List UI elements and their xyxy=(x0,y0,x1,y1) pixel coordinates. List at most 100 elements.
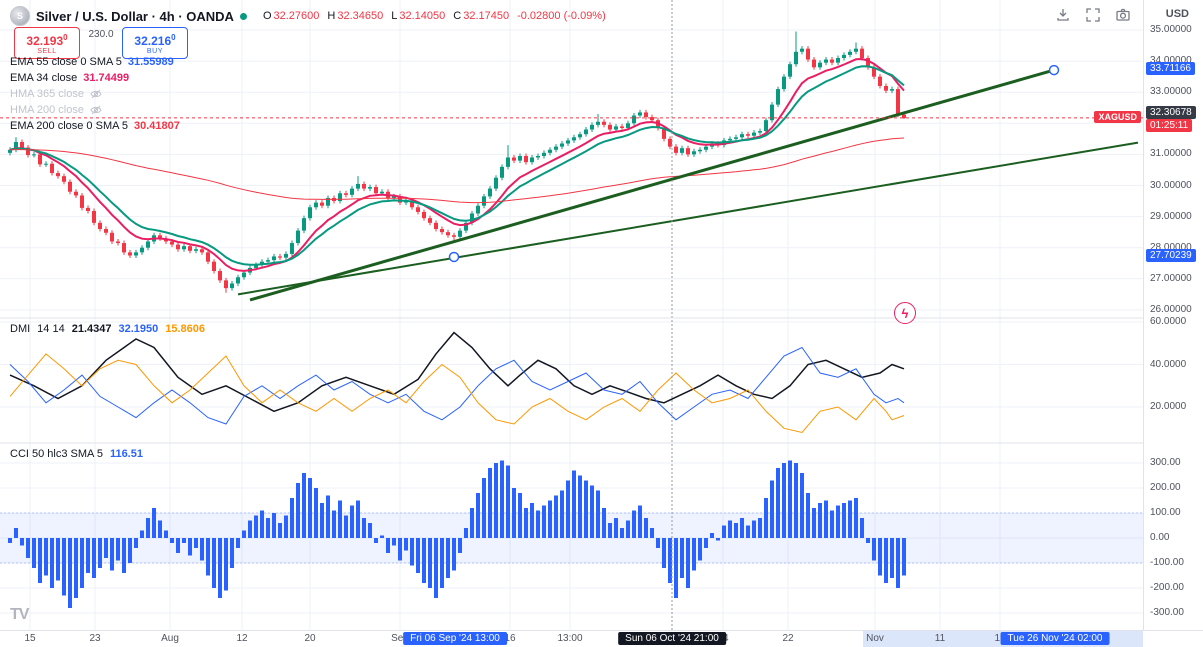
symbol-price-label: XAGUSD xyxy=(1094,110,1141,123)
reference-lines xyxy=(0,0,1143,630)
open-value: 32.27600 xyxy=(273,10,320,22)
cci-axis-label: -300.00 xyxy=(1150,607,1184,618)
price-badge[interactable]: 33.71166 xyxy=(1146,62,1195,76)
time-badge[interactable]: Sun 06 Oct '24 21:00 xyxy=(618,632,726,645)
cci-axis-label: 200.00 xyxy=(1150,482,1181,493)
buy-price-sup: 0 xyxy=(171,32,176,42)
indicator-row-hma200[interactable]: HMA 200 close xyxy=(10,103,102,117)
currency-label[interactable]: USD xyxy=(1165,8,1189,20)
trendlines[interactable] xyxy=(237,64,1139,302)
time-axis-label: 13:00 xyxy=(557,633,583,644)
boost-lightning-icon[interactable]: ϟ xyxy=(894,302,916,324)
indicator-value: 30.41807 xyxy=(134,120,180,132)
sell-price: 32.193 xyxy=(26,33,64,48)
indicator-row-hma365[interactable]: HMA 365 close xyxy=(10,87,102,101)
close-value: 32.17450 xyxy=(463,10,510,22)
camera-icon[interactable] xyxy=(1115,7,1131,23)
indicator-value: 31.55989 xyxy=(127,56,174,68)
price-axis-label: 29.00000 xyxy=(1150,210,1192,222)
indicator-row-ema200[interactable]: EMA 200 close 0 SMA 5 30.41807 xyxy=(10,119,180,133)
close-label: C xyxy=(453,10,462,22)
time-badge[interactable]: Tue 26 Nov '24 02:00 xyxy=(1000,632,1110,645)
pane-dividers xyxy=(0,317,1143,444)
time-axis-label: 16 xyxy=(504,633,516,644)
symbol-icon: S xyxy=(10,6,30,26)
time-axis-label: 11 xyxy=(934,633,946,644)
indicator-label: HMA 200 close xyxy=(10,104,84,116)
price-axis-label: 34.00000 xyxy=(1150,55,1192,67)
cci-axis-label: -100.00 xyxy=(1150,557,1184,568)
cci-axis-label: 0.00 xyxy=(1150,532,1170,543)
price-axis-label: 28.00000 xyxy=(1150,241,1192,253)
price-axis-label: 27.00000 xyxy=(1150,272,1192,284)
time-axis-label: 23 xyxy=(89,633,101,644)
price-axis-label: 35.00000 xyxy=(1150,24,1192,35)
buy-button[interactable]: 32.2160 BUY xyxy=(122,27,188,59)
price-scale[interactable]: 35.0000034.0000033.0000032.0000031.00000… xyxy=(1143,0,1203,630)
dmi-axis-label: 60.0000 xyxy=(1150,316,1187,327)
time-axis-label: 20 xyxy=(304,633,316,644)
cci-axis-label: 300.00 xyxy=(1150,457,1181,468)
indicator-label: EMA 200 close 0 SMA 5 xyxy=(10,120,129,132)
change-value: -0.02800 (-0.09%) xyxy=(517,10,606,22)
time-axis-label: Nov xyxy=(866,633,884,644)
time-axis-label: 15 xyxy=(24,633,36,644)
indicator-label: EMA 34 close xyxy=(10,72,78,84)
indicator-row-ema55[interactable]: EMA 55 close 0 SMA 5 31.55989 xyxy=(10,55,174,69)
sell-label: SELL xyxy=(37,47,57,55)
dmi-legend[interactable]: DMI 14 14 21.4347 32.1950 15.8606 xyxy=(10,323,205,335)
low-label: L xyxy=(391,10,398,22)
indicator-label: EMA 55 close 0 SMA 5 xyxy=(10,56,122,68)
dmi-label: DMI xyxy=(10,323,31,335)
cci-label: CCI 50 hlc3 SMA 5 xyxy=(10,448,103,460)
high-value: 32.34650 xyxy=(337,10,384,22)
symbol-header: S Silver / U.S. Dollar · 4h · OANDA O 32.… xyxy=(10,6,606,26)
chart-canvas[interactable] xyxy=(0,0,1143,630)
time-axis-label: Sep xyxy=(391,633,409,644)
eye-off-icon[interactable] xyxy=(90,104,102,116)
indicator-value: 31.74499 xyxy=(83,72,130,84)
time-axis-label: 22 xyxy=(782,633,794,644)
cci-legend[interactable]: CCI 50 hlc3 SMA 5 116.51 xyxy=(10,448,143,460)
cci-axis-label: 100.00 xyxy=(1150,507,1181,518)
dmi-lines xyxy=(9,331,905,434)
buy-label: BUY xyxy=(146,47,164,55)
eye-off-icon[interactable] xyxy=(90,88,102,100)
indicator-label: HMA 365 close xyxy=(10,88,84,100)
price-axis-label: 33.00000 xyxy=(1150,86,1192,98)
cci-axis-label: -200.00 xyxy=(1150,582,1184,593)
lightning-glyph: ϟ xyxy=(901,305,909,321)
cci-value: 116.51 xyxy=(109,448,143,460)
ohlc-values: O 32.27600 H 32.34650 L 32.14050 C 32.17450 … xyxy=(257,10,606,22)
tradingview-logo[interactable]: TV xyxy=(10,606,29,623)
chart-toolbar xyxy=(1055,7,1131,23)
price-axis-label: 26.00000 xyxy=(1150,303,1192,315)
fullscreen-icon[interactable] xyxy=(1085,7,1101,23)
download-icon[interactable] xyxy=(1055,7,1071,23)
price-axis-label: 30.00000 xyxy=(1150,179,1192,191)
open-label: O xyxy=(262,10,272,22)
price-badge[interactable]: 32.30678 xyxy=(1146,105,1196,119)
low-value: 32.14050 xyxy=(399,10,446,22)
symbol-title[interactable]: Silver / U.S. Dollar · 4h · OANDA xyxy=(36,8,234,24)
buy-price: 32.216 xyxy=(134,33,172,48)
dmi-minus-di-value: 15.8606 xyxy=(165,323,205,335)
sell-button[interactable]: 32.1930 SELL xyxy=(14,27,80,59)
time-axis-label: 12 xyxy=(236,633,248,644)
dmi-axis-label: 40.0000 xyxy=(1150,358,1187,370)
time-axis-label: Aug xyxy=(161,633,179,644)
price-axis-label: 31.00000 xyxy=(1150,148,1192,160)
time-badge[interactable]: Fri 06 Sep '24 13:00 xyxy=(403,632,507,645)
spread-value: 230.0 xyxy=(88,29,114,40)
market-status-dot xyxy=(239,12,247,20)
dmi-axis-label: 20.0000 xyxy=(1150,401,1187,412)
dmi-plus-di-value: 32.1950 xyxy=(118,323,159,335)
dmi-adx-value: 21.4347 xyxy=(71,323,112,335)
dmi-params: 14 14 xyxy=(37,323,65,335)
price-badge[interactable]: 27.70239 xyxy=(1146,248,1196,262)
indicator-row-ema34[interactable]: EMA 34 close 31.74499 xyxy=(10,71,129,85)
price-badge[interactable]: 01:25:11 xyxy=(1146,118,1193,132)
grid-lines xyxy=(0,0,1143,630)
